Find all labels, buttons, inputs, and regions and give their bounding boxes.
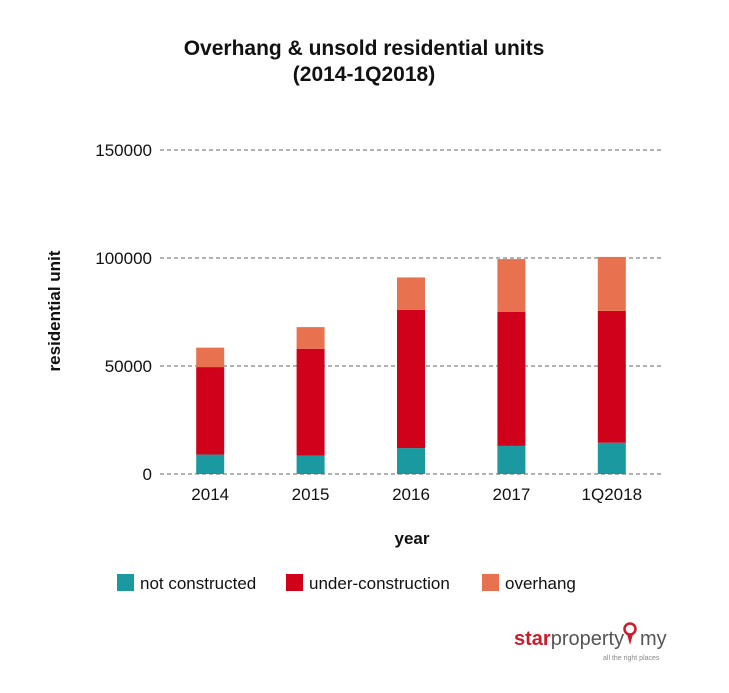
x-axis-ticks: 2014 2015 2016 2017 1Q2018 bbox=[191, 485, 642, 504]
x-tick-label: 2014 bbox=[191, 485, 229, 504]
brand-logo-text: starproperty bbox=[514, 628, 624, 650]
legend-item: not constructed bbox=[117, 574, 256, 593]
bar-segment-under-construction bbox=[397, 309, 425, 449]
bar-segment-under-construction bbox=[597, 310, 626, 443]
bars bbox=[160, 256, 662, 475]
bar-segment-not-constructed bbox=[196, 454, 225, 474]
chart-title-line2: (2014-1Q2018) bbox=[293, 63, 435, 86]
bar-segment-not-constructed bbox=[497, 445, 526, 474]
legend-label: overhang bbox=[505, 574, 576, 593]
bar-segment-overhang bbox=[497, 259, 526, 312]
x-tick-label: 2015 bbox=[292, 485, 330, 504]
bar-segment-under-construction bbox=[196, 367, 225, 455]
brand-tagline: all the right places bbox=[603, 655, 660, 662]
bar-segment-overhang bbox=[397, 277, 425, 310]
chart-title-line1: Overhang & unsold residential units bbox=[184, 37, 545, 60]
bar-segment-under-construction bbox=[497, 312, 526, 446]
bar-segment-not-constructed bbox=[597, 442, 626, 474]
location-pin-icon bbox=[623, 622, 637, 645]
legend-label: not constructed bbox=[140, 574, 256, 593]
legend: not constructed under-construction overhan… bbox=[117, 574, 576, 593]
y-axis-title: residential unit bbox=[45, 250, 64, 371]
legend-swatch bbox=[286, 574, 303, 591]
x-tick-label: 2017 bbox=[492, 485, 530, 504]
x-tick-label: 1Q2018 bbox=[582, 485, 643, 504]
bar-segment-not-constructed bbox=[296, 455, 325, 474]
bar-segment-overhang bbox=[196, 347, 225, 368]
bar-segment-overhang bbox=[597, 256, 626, 311]
brand-logo: starproperty my all the right places bbox=[514, 622, 667, 662]
y-tick-label: 100000 bbox=[95, 249, 152, 268]
y-tick-label: 150000 bbox=[95, 141, 152, 160]
x-axis-title: year bbox=[395, 529, 430, 548]
brand-name-property: property bbox=[551, 628, 624, 650]
legend-item: overhang bbox=[482, 574, 576, 593]
legend-swatch bbox=[482, 574, 499, 591]
bar-segment-under-construction bbox=[296, 348, 325, 456]
bar-segment-not-constructed bbox=[397, 448, 425, 474]
y-axis-ticks: 0 50000 100000 150000 bbox=[95, 141, 152, 484]
x-tick-label: 2016 bbox=[392, 485, 430, 504]
bar-segment-overhang bbox=[296, 327, 325, 349]
legend-label: under-construction bbox=[309, 574, 450, 593]
legend-item: under-construction bbox=[286, 574, 450, 593]
brand-name-star: star bbox=[514, 628, 551, 650]
y-tick-label: 50000 bbox=[105, 357, 152, 376]
y-tick-label: 0 bbox=[143, 465, 152, 484]
legend-swatch bbox=[117, 574, 134, 591]
brand-name-my: my bbox=[640, 628, 667, 650]
